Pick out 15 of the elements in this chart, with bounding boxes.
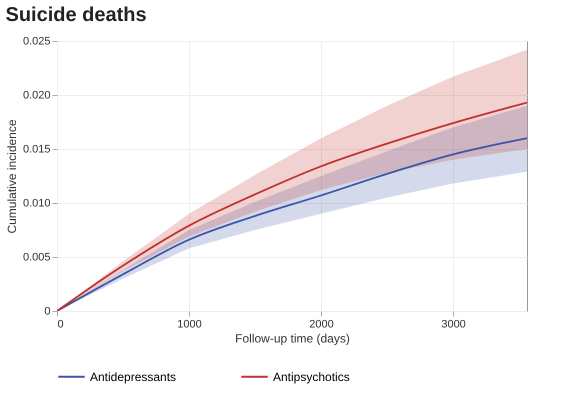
x-tick-label: 2000 [309,318,334,330]
y-tick-label: 0.010 [22,198,50,210]
x-tick-label: 3000 [441,318,466,330]
legend-label: Antidepressants [90,370,176,384]
x-tick-label: 0 [58,318,64,330]
y-tick-label: 0.020 [22,90,50,102]
y-axis-title: Cumulative incidence [4,119,19,234]
x-tick-label: 1000 [177,318,202,330]
y-tick-label: 0.025 [22,36,50,48]
y-tick-label: 0.015 [22,144,50,156]
chart-title: Suicide deaths [5,4,147,26]
y-tick-label: 0 [44,306,50,318]
y-tick-label: 0.005 [22,252,50,264]
x-axis-title: Follow-up time (days) [235,332,350,346]
legend-label: Antipsychotics [273,370,350,384]
